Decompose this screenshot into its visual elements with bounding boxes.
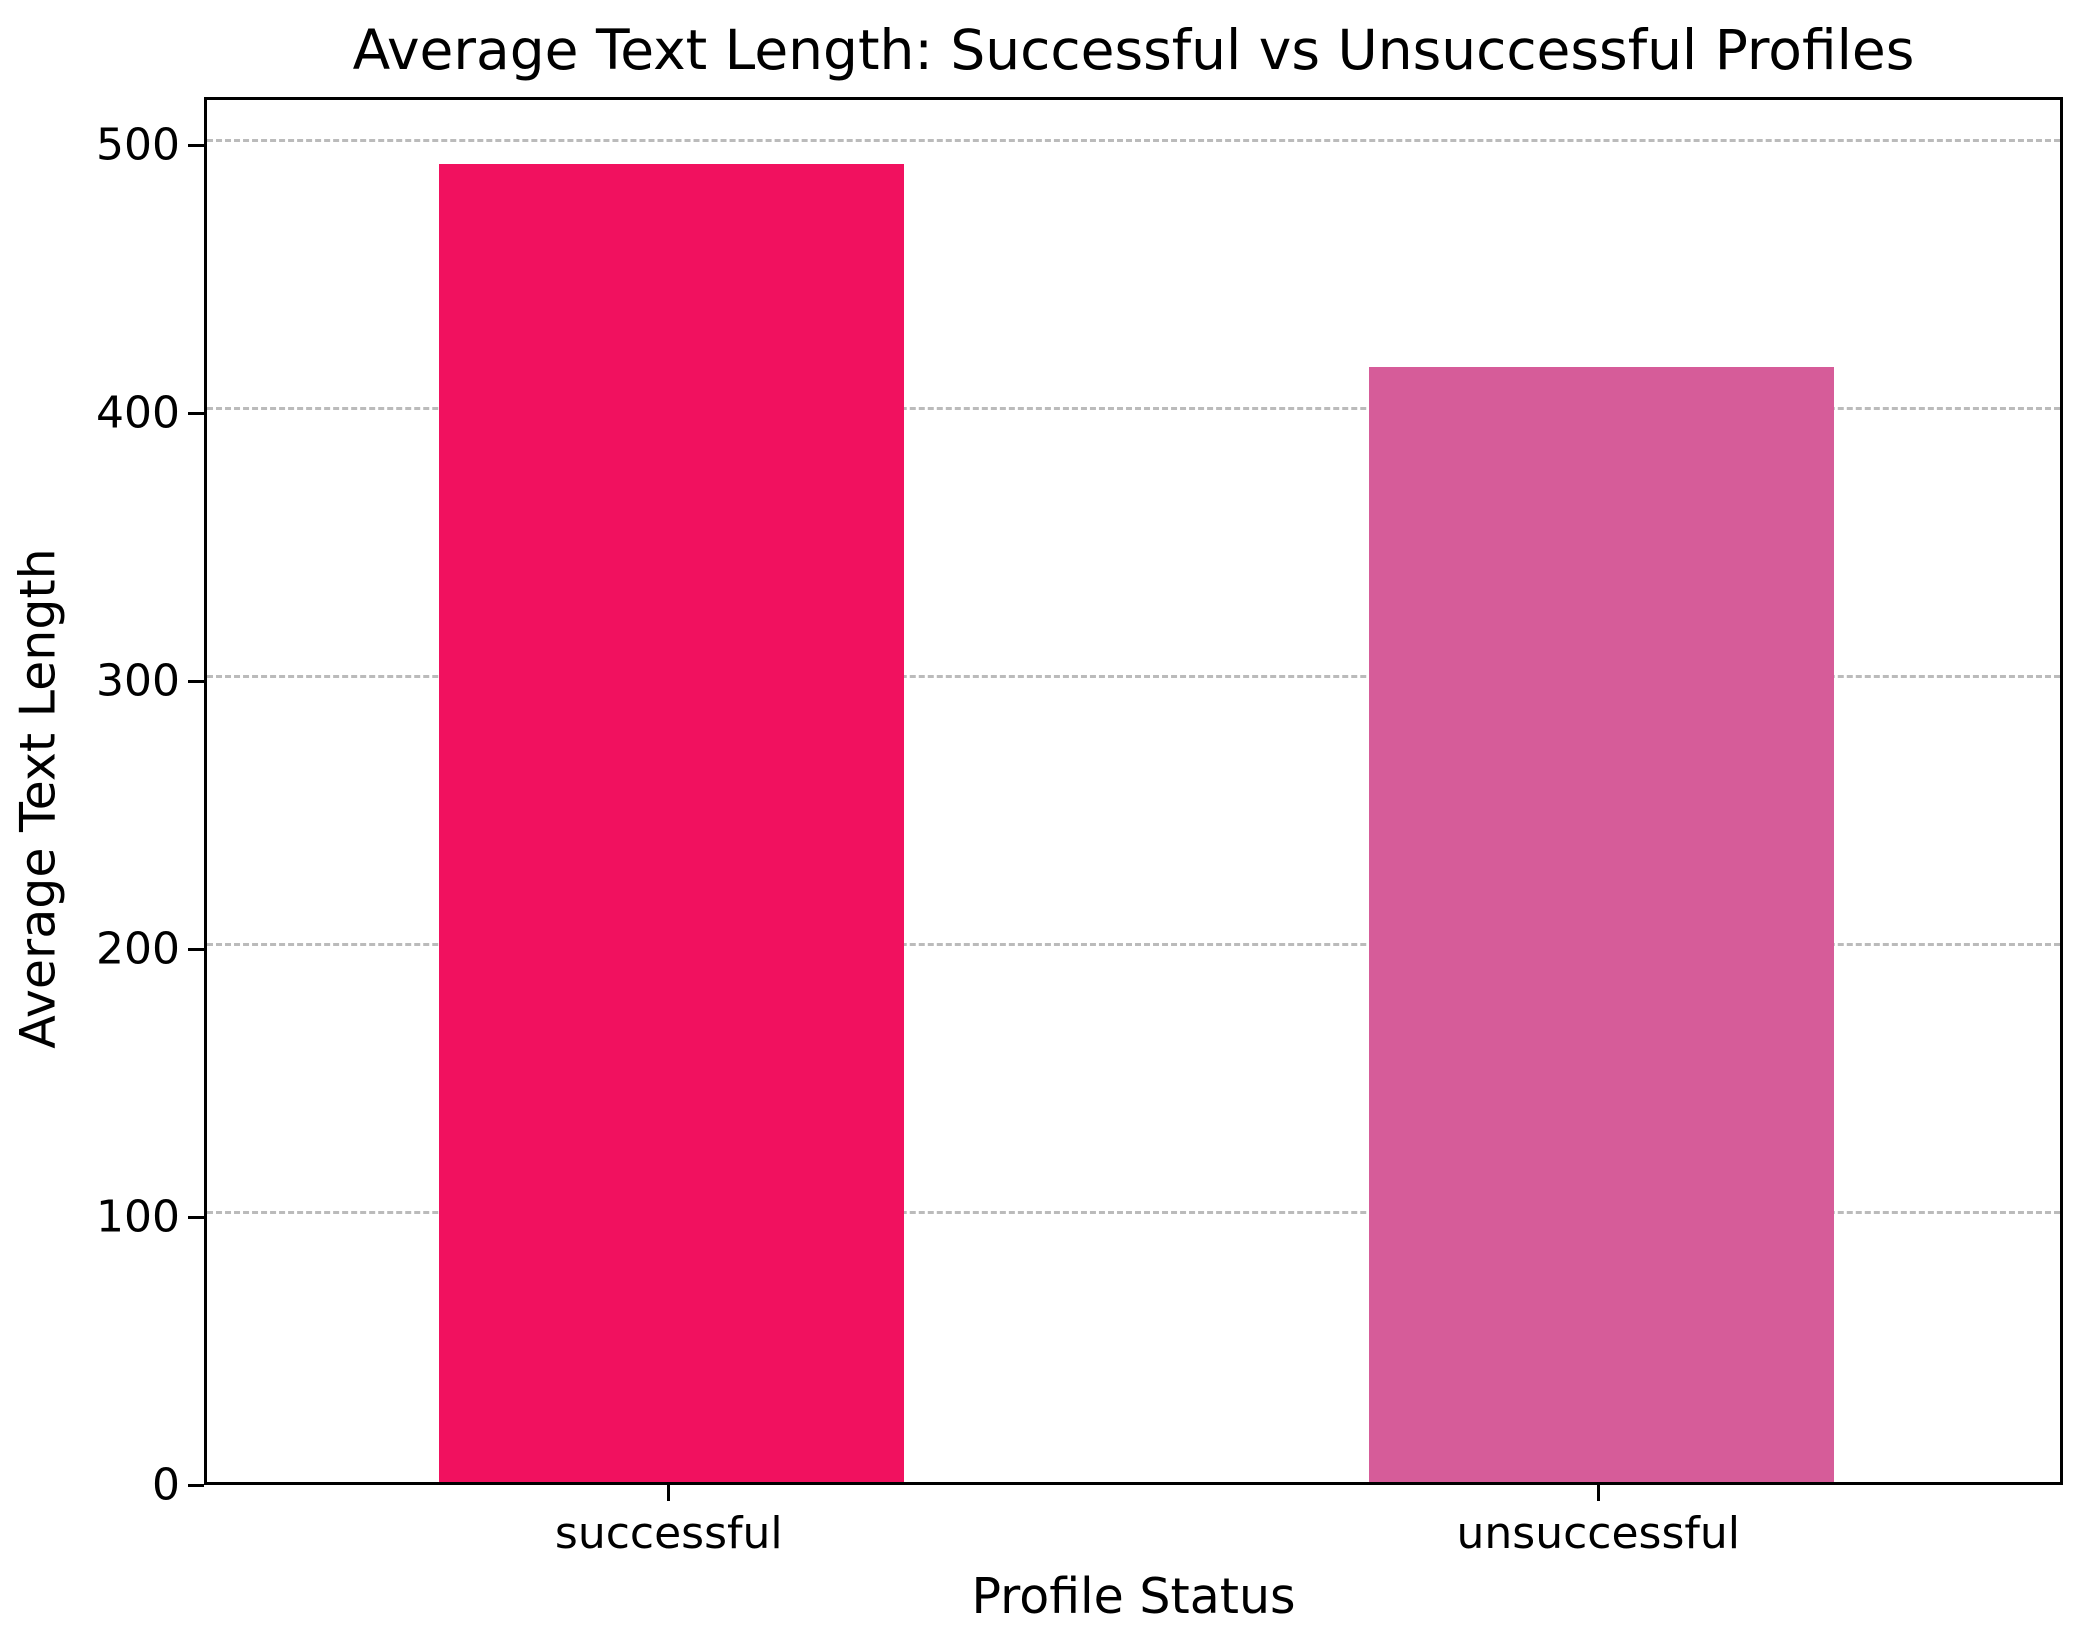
ytick-label-500: 500 [96, 119, 180, 171]
gridline-200 [207, 943, 2060, 947]
ytick-label-0: 0 [152, 1459, 180, 1511]
plot-area [204, 97, 2063, 1485]
ytick-mark-500 [188, 143, 204, 147]
ytick-mark-0 [188, 1483, 204, 1487]
ytick-label-200: 200 [96, 923, 180, 975]
gridline-400 [207, 407, 2060, 411]
ytick-label-400: 400 [96, 387, 180, 439]
ytick-label-100: 100 [96, 1191, 180, 1243]
gridline-500 [207, 139, 2060, 143]
chart-title: Average Text Length: Successful vs Unsuc… [352, 18, 1915, 82]
ytick-mark-300 [188, 679, 204, 683]
bar-successful [439, 163, 905, 1482]
xtick-label-unsuccessful: unsuccessful [1456, 1508, 1741, 1559]
y-axis-label: Average Text Length [9, 548, 67, 1049]
bar-unsuccessful [1368, 367, 1834, 1482]
xtick-mark-unsuccessful [1596, 1485, 1600, 1501]
xtick-label-successful: successful [554, 1508, 783, 1559]
ytick-mark-200 [188, 947, 204, 951]
xtick-mark-successful [667, 1485, 671, 1501]
ytick-label-300: 300 [96, 655, 180, 707]
ytick-mark-400 [188, 411, 204, 415]
x-axis-label: Profile Status [971, 1568, 1296, 1625]
ytick-mark-100 [188, 1215, 204, 1219]
gridline-300 [207, 675, 2060, 679]
gridline-100 [207, 1211, 2060, 1215]
